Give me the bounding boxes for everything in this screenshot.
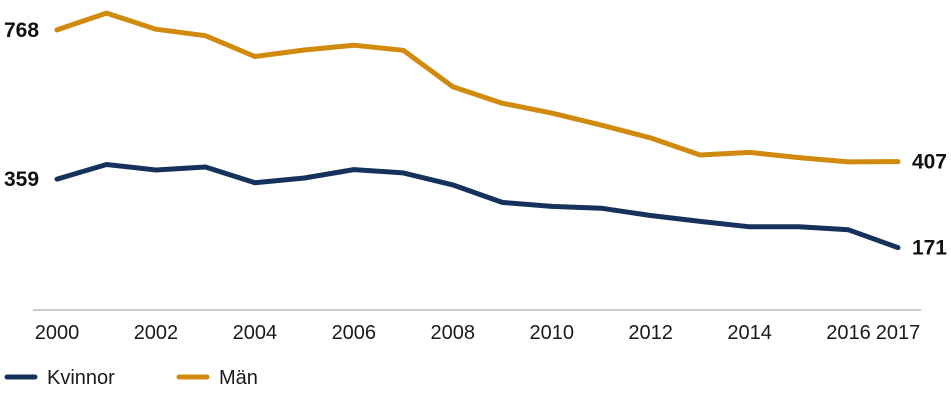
end-label-m-n: 407 xyxy=(912,151,947,174)
legend: Kvinnor Män xyxy=(4,367,258,389)
x-tick-label-2008: 2008 xyxy=(431,322,476,344)
start-label-kvinnor: 359 xyxy=(4,168,39,191)
series-line-kvinnor xyxy=(54,162,901,251)
x-axis-ticks: 2000 2002 2004 2006 2008 2010 2012 2014 2016 2017 xyxy=(35,322,921,344)
legend-label-m-n: Män xyxy=(219,367,258,389)
end-label-kvinnor: 171 xyxy=(912,237,947,260)
series-line-m-n xyxy=(54,10,901,165)
x-tick-label-2002: 2002 xyxy=(134,322,179,344)
x-tick-label-2010: 2010 xyxy=(529,322,574,344)
x-tick-label-2000: 2000 xyxy=(35,322,80,344)
series-lines xyxy=(54,10,901,251)
x-tick-label-2006: 2006 xyxy=(332,322,377,344)
start-label-m-n: 768 xyxy=(4,19,39,42)
x-tick-label-2012: 2012 xyxy=(628,322,673,344)
legend-label-kvinnor: Kvinnor xyxy=(47,367,115,389)
x-tick-label-2016: 2016 xyxy=(826,322,871,344)
x-tick-label-2014: 2014 xyxy=(727,322,772,344)
x-tick-label-2004: 2004 xyxy=(233,322,278,344)
x-tick-label-2017: 2017 xyxy=(876,322,921,344)
end-labels: 359 171 768 407 xyxy=(4,19,947,260)
